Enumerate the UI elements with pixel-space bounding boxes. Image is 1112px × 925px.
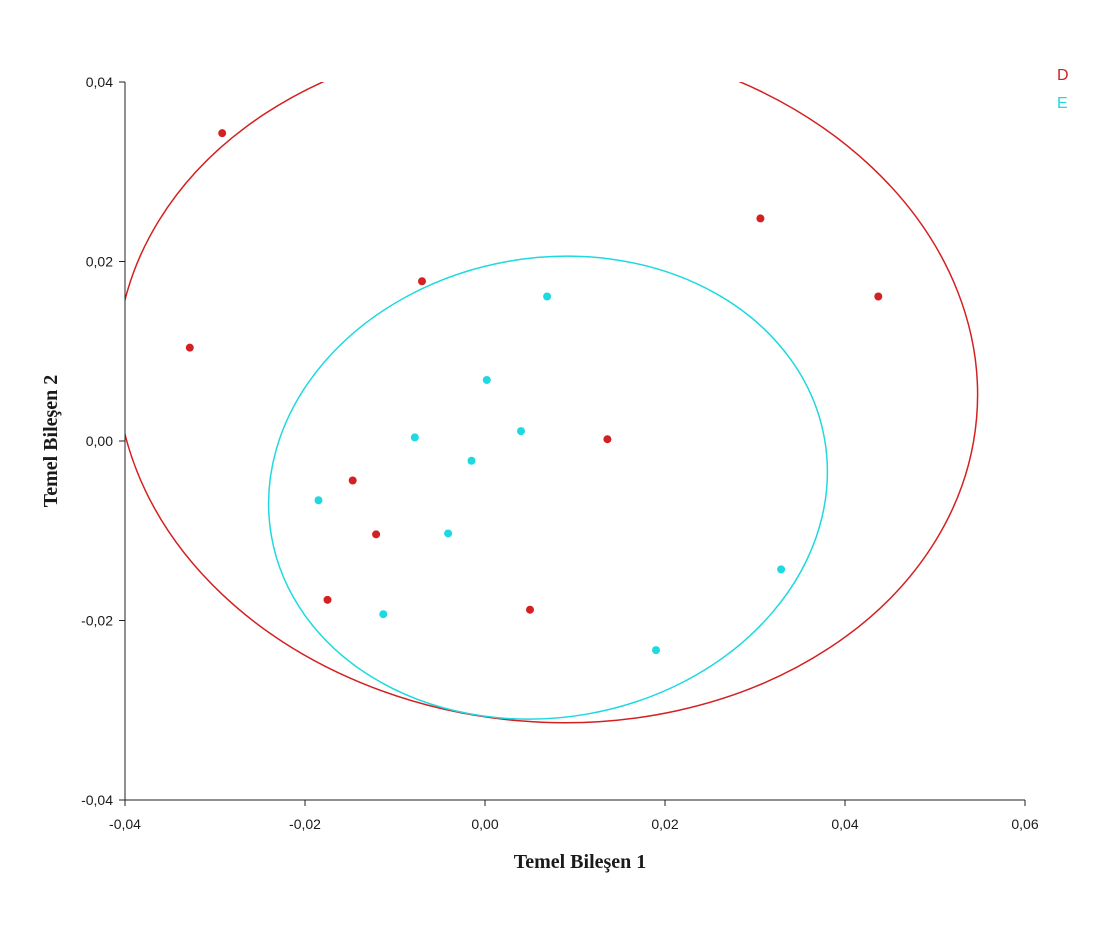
tick-labels: -0,04 -0,02 0,00 0,02 0,04 0,06 -0,04 -0,02 0,00… [81,74,1039,832]
y-tick-label: 0,04 [86,74,113,90]
x-axis-label: Temel Bileşen 1 [514,851,647,873]
point-D [756,214,765,223]
point-D [418,277,426,286]
point-E [467,456,476,465]
legend-entry-E: E [1057,95,1068,112]
point-E [410,433,419,442]
point-D [526,605,534,614]
legend-entry-D: D [1057,67,1069,84]
legend: DE [1057,67,1069,112]
y-axis-label: Temel Bileşen 2 [40,375,62,508]
point-D [603,435,612,444]
x-tick-label: 0,06 [1011,816,1038,832]
point-E [379,610,388,619]
point-D [372,530,381,539]
point-D [348,476,357,485]
ellipse-D [125,82,979,724]
point-E [777,565,786,574]
point-D [185,343,194,352]
ellipse-E [267,255,829,720]
point-E [517,427,525,436]
point-E [543,292,552,301]
x-tick-label: -0,04 [109,816,141,832]
x-tick-label: 0,00 [471,816,498,832]
point-D [218,129,227,138]
y-tick-label: 0,02 [86,254,113,270]
point-E [652,646,660,655]
point-D [323,595,332,604]
axes [119,81,1026,806]
x-tick-label: -0,02 [289,816,321,832]
x-tick-label: 0,02 [651,816,678,832]
y-tick-label: -0,02 [81,613,113,629]
point-D [874,292,883,301]
point-E [314,496,323,505]
data-points [185,129,883,655]
confidence-ellipses [125,82,979,724]
point-E [482,375,491,384]
point-E [444,529,453,538]
y-tick-label: 0,00 [86,433,113,449]
y-tick-label: -0,04 [81,792,113,808]
x-tick-label: 0,04 [831,816,858,832]
